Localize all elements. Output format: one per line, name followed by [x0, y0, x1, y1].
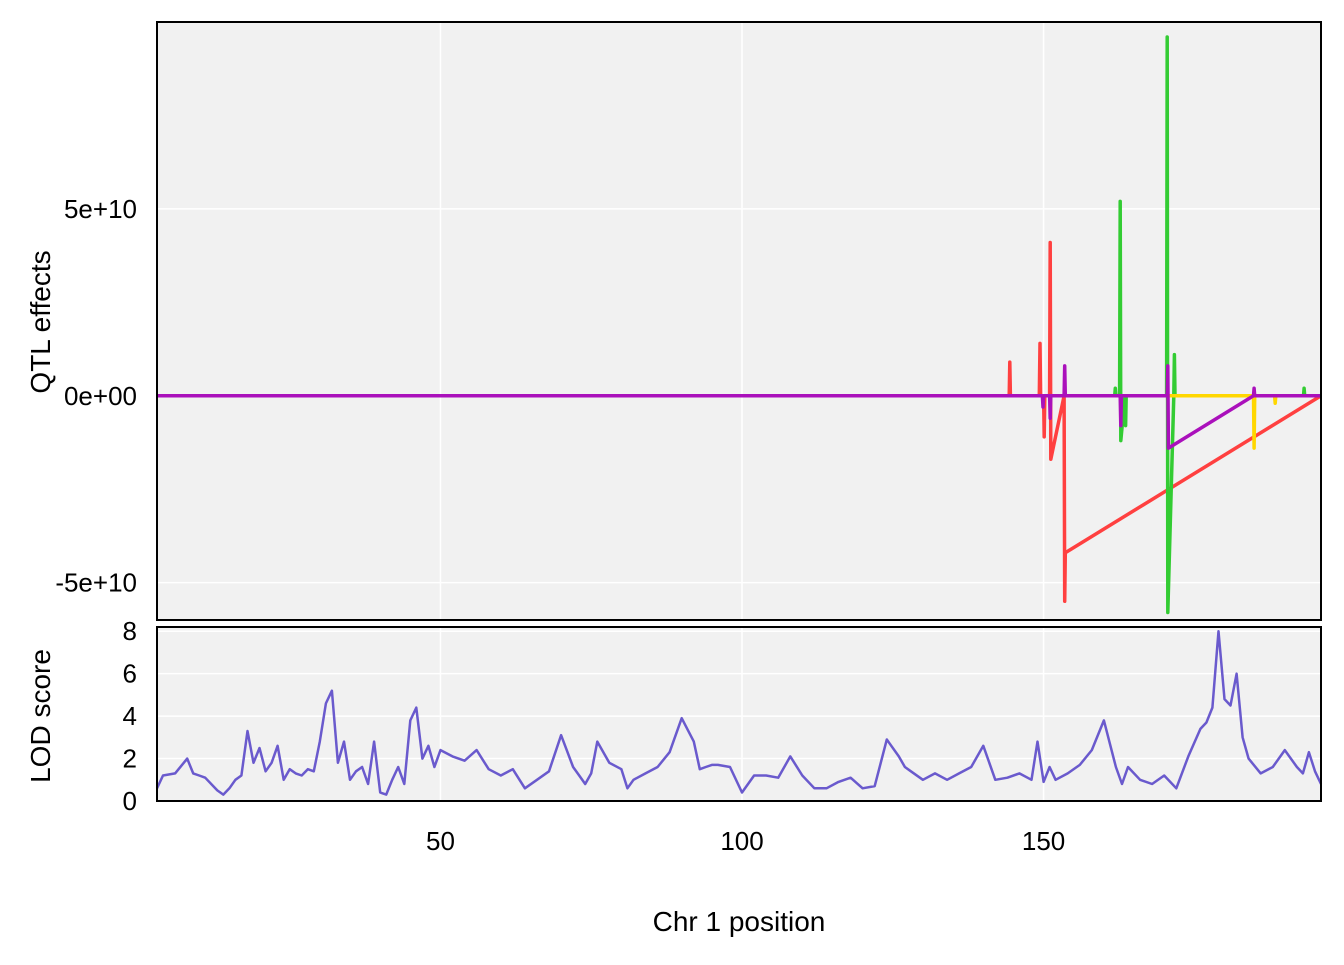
lod-y-tick-label-3: 6 [123, 659, 137, 689]
lod-series-line-0 [155, 629, 1323, 796]
lod-plot-background [157, 627, 1321, 801]
effects-y-tick-label-2: 5e+10 [64, 194, 137, 224]
qtl-effects-axis-title: QTL effects [25, 250, 56, 393]
lod-score-axis-title: LOD score [25, 649, 56, 783]
lod-score-panel: 0 2 4 6 8 50 100 150 [123, 616, 1323, 856]
lod-y-tick-label-0: 0 [123, 786, 137, 816]
x-tick-label-2: 150 [1022, 826, 1065, 856]
effects-series-line-3 [157, 364, 1321, 450]
x-tick-label-0: 50 [426, 826, 455, 856]
x-tick-label-1: 100 [720, 826, 763, 856]
lod-y-tick-label-1: 2 [123, 744, 137, 774]
effects-series-line-0 [157, 240, 1322, 604]
lod-y-tick-label-4: 8 [123, 616, 137, 646]
effects-y-tick-label-1: 0e+00 [64, 381, 137, 411]
x-axis-title: Chr 1 position [653, 906, 826, 937]
lod-y-tick-label-2: 4 [123, 701, 137, 731]
qtl-effects-panel: -5e+10 0e+00 5e+10 [55, 21, 1322, 621]
effects-plot-background [157, 22, 1321, 620]
effects-plot-border [156, 21, 1322, 621]
lod-plot-border [156, 626, 1322, 802]
effects-y-tick-label-0: -5e+10 [55, 568, 137, 598]
